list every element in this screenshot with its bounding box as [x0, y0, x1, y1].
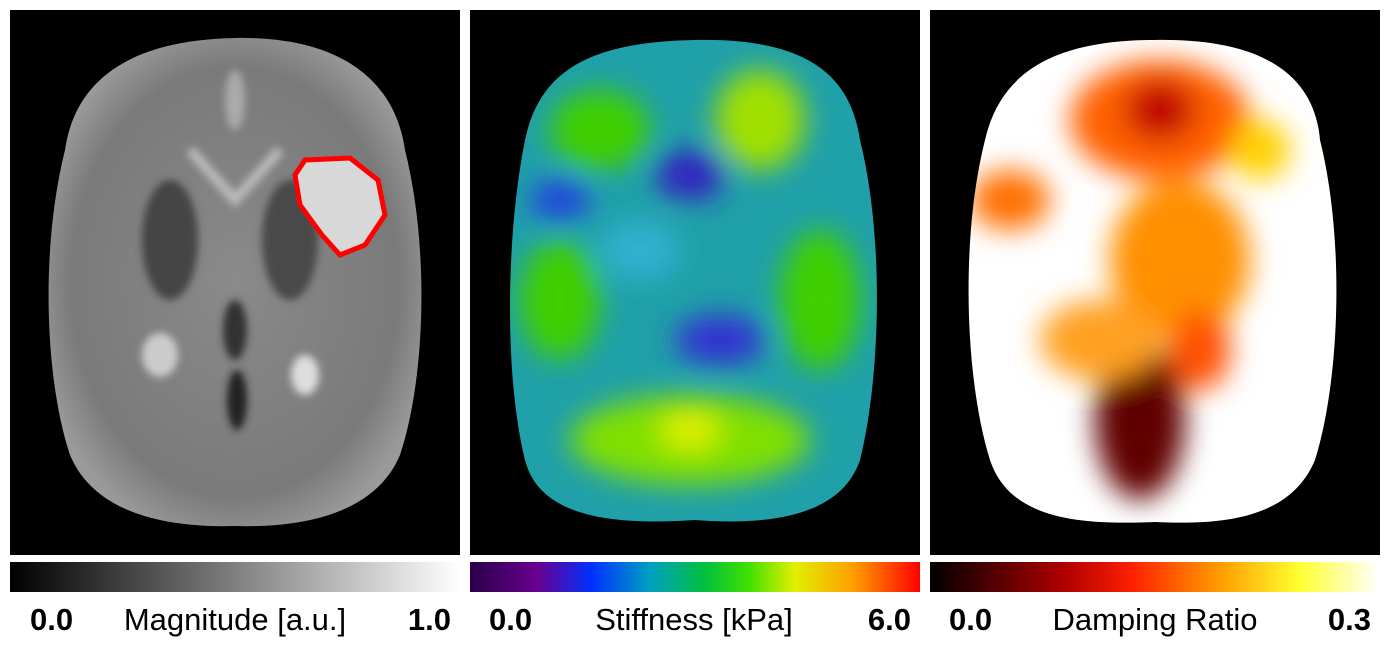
colorbar-min: 0.0 — [30, 602, 73, 637]
colorbar-max: 0.3 — [1328, 602, 1371, 637]
colorbar — [930, 562, 1380, 592]
damping-panel — [930, 10, 1380, 555]
colorbar-label: Damping Ratio — [1052, 602, 1257, 637]
colorbar-max: 1.0 — [408, 602, 451, 637]
colorbar-label: Stiffness [kPa] — [595, 602, 793, 637]
colorbar-label: Magnitude [a.u.] — [124, 602, 346, 637]
stiffness-panel — [470, 10, 920, 555]
colorbar — [470, 562, 920, 592]
colorbar — [10, 562, 460, 592]
brain-structure — [142, 70, 319, 430]
colorbar-min: 0.0 — [489, 602, 532, 637]
damping-map — [968, 39, 1337, 523]
colorbar-min: 0.0 — [949, 602, 992, 637]
roi-contour — [292, 155, 388, 258]
stiffness-map — [510, 39, 877, 522]
magnitude-panel — [10, 10, 460, 555]
colorbar-max: 6.0 — [868, 602, 911, 637]
